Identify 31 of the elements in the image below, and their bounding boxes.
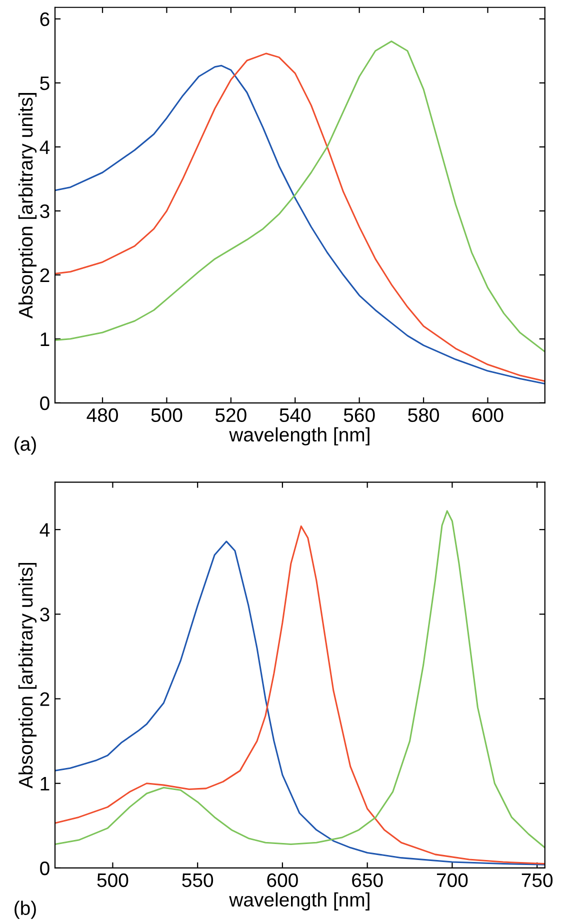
y-tick-label: 6 bbox=[40, 12, 50, 26]
y-tick-label: 2 bbox=[40, 268, 50, 282]
y-tick-label: 5 bbox=[40, 76, 50, 90]
x-tick-label: 600 bbox=[472, 408, 504, 422]
y-tick-label: 4 bbox=[40, 523, 50, 537]
x-tick-label: 550 bbox=[182, 873, 214, 888]
y-tick-label: 3 bbox=[40, 204, 50, 218]
x-tick-label: 700 bbox=[436, 873, 468, 888]
y-axis-title: Absorption [arbitrary units] bbox=[18, 562, 37, 789]
x-tick-label: 600 bbox=[267, 873, 298, 888]
x-tick-label: 500 bbox=[151, 408, 182, 422]
x-axis-title: wavelength [nm] bbox=[229, 892, 370, 910]
y-tick-label: 1 bbox=[40, 332, 50, 346]
x-axis-title: wavelength [nm] bbox=[229, 427, 370, 446]
y-tick-label: 4 bbox=[40, 140, 50, 154]
x-tick-label: 750 bbox=[522, 873, 553, 888]
x-tick-label: 540 bbox=[280, 408, 311, 422]
y-tick-label: 1 bbox=[40, 777, 50, 790]
x-tick-label: 500 bbox=[97, 873, 128, 888]
x-tick-label: 480 bbox=[86, 408, 118, 422]
x-tick-label: 560 bbox=[344, 408, 375, 422]
y-axis-title: Absorption [arbitrary units] bbox=[18, 93, 37, 319]
x-tick-label: 650 bbox=[352, 873, 383, 888]
x-tick-label: 520 bbox=[215, 408, 246, 422]
text: (b) bbox=[14, 900, 36, 919]
x-tick-label: 580 bbox=[408, 408, 439, 422]
y-tick-label: 2 bbox=[40, 692, 50, 706]
text: (a) bbox=[14, 436, 36, 455]
y-tick-label: 0 bbox=[40, 396, 50, 410]
y-tick-label: 3 bbox=[40, 608, 50, 622]
y-tick-label: 0 bbox=[40, 861, 50, 876]
